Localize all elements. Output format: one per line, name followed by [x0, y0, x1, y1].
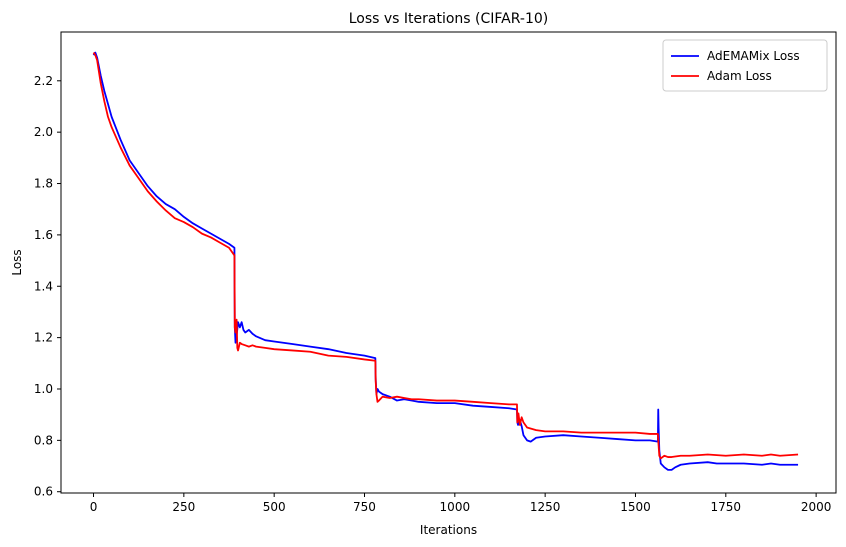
y-tick-label: 1.0: [34, 382, 53, 396]
y-tick-label: 2.0: [34, 125, 53, 139]
y-tick-label: 0.8: [34, 433, 53, 447]
x-tick-label: 1250: [530, 500, 561, 514]
x-tick-label: 1500: [620, 500, 651, 514]
y-tick-label: 0.6: [34, 485, 53, 499]
plot-area: [92, 51, 799, 471]
x-tick-label: 2000: [801, 500, 832, 514]
y-tick-label: 1.6: [34, 228, 53, 242]
chart-title: Loss vs Iterations (CIFAR-10): [349, 11, 549, 27]
legend-box: [662, 39, 828, 92]
y-tick-label: 1.8: [34, 177, 53, 191]
x-tick-label: 0: [90, 500, 98, 514]
y-tick-label: 1.2: [34, 331, 53, 345]
y-tick-label: 1.4: [34, 279, 53, 293]
x-tick-label: 500: [263, 500, 286, 514]
legend-label-ademamix: AdEMAMix Loss: [707, 49, 800, 63]
x-tick-label: 1000: [440, 500, 471, 514]
series-line-adam: [92, 52, 799, 460]
y-axis-label: Loss: [10, 249, 24, 275]
plot-frame: [60, 31, 837, 494]
legend: AdEMAMix Loss Adam Loss: [662, 39, 828, 92]
x-tick-label: 1750: [711, 500, 742, 514]
x-tick-label: 750: [353, 500, 376, 514]
y-axis: 0.6 0.8 1.0 1.2 1.4 1.6 1.8 2.0 2.2: [34, 74, 61, 499]
legend-label-adam: Adam Loss: [707, 69, 772, 83]
x-tick-label: 250: [172, 500, 195, 514]
y-tick-label: 2.2: [34, 74, 53, 88]
x-axis: 0 250 500 750 1000 1250 1500 1750 2000: [90, 493, 832, 514]
x-axis-label: Iterations: [420, 523, 477, 537]
